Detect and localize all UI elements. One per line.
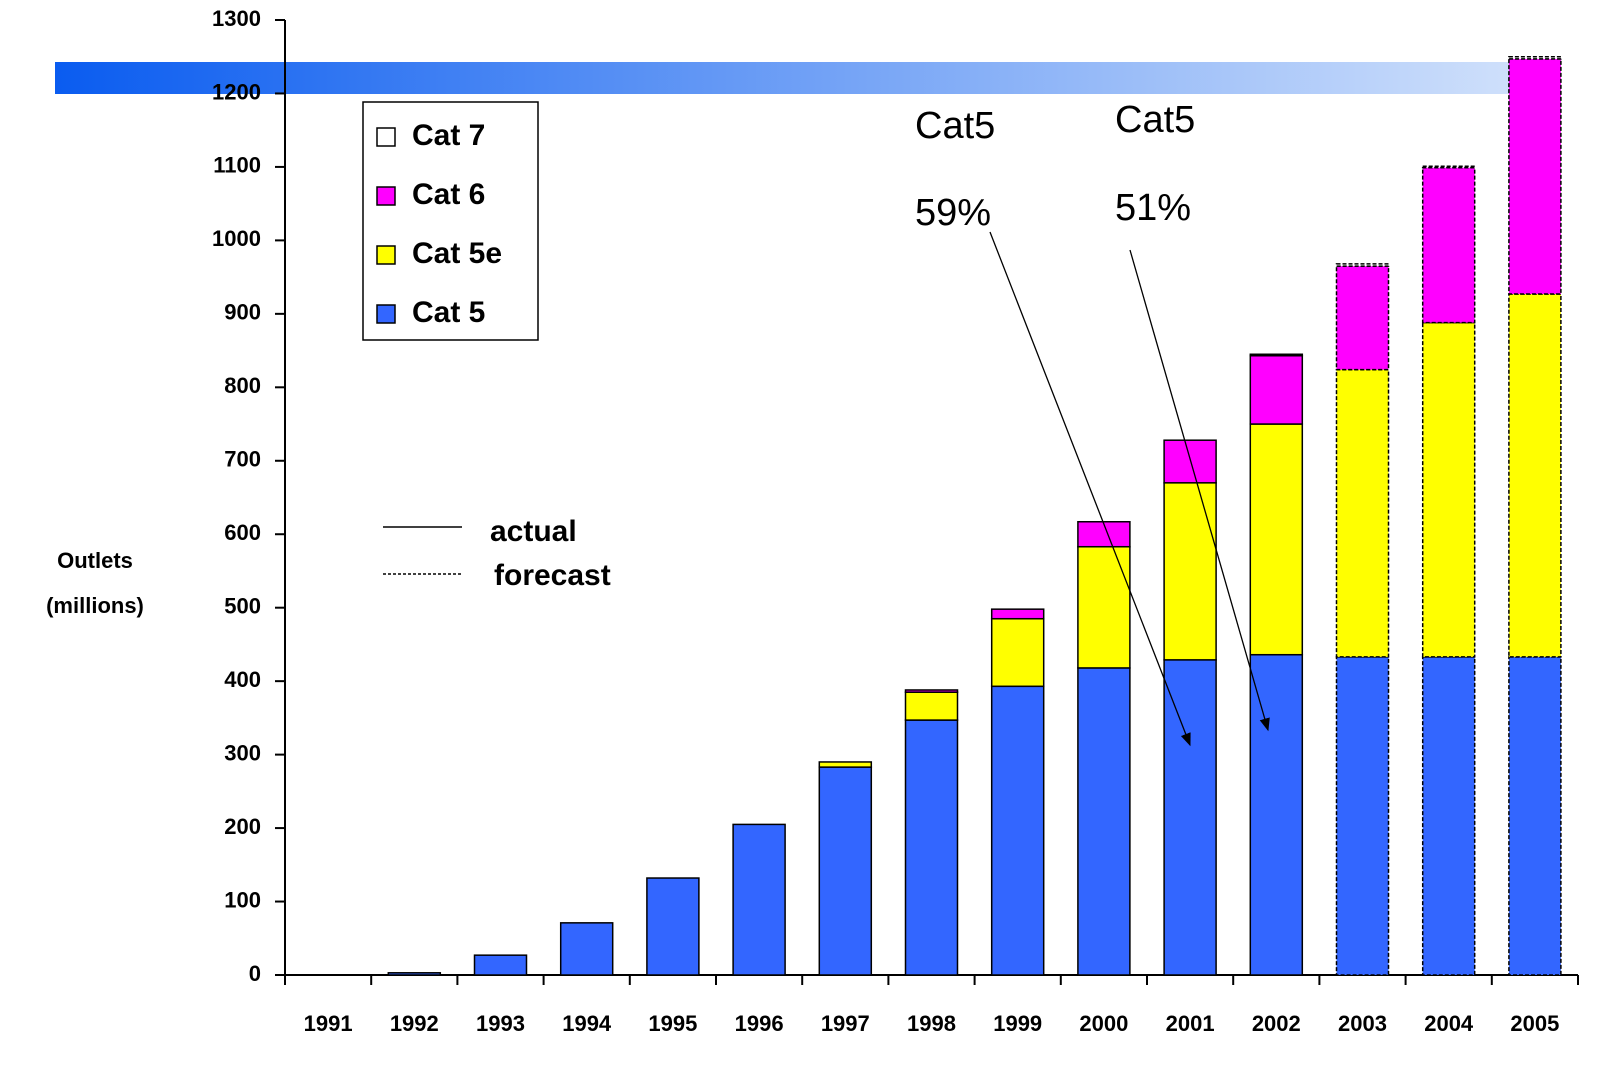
y-tick-label: 1000	[212, 226, 261, 251]
bar-segment	[1163, 482, 1217, 661]
y-tick-label: 800	[224, 373, 261, 398]
annotation-title: Cat5	[1115, 99, 1195, 141]
x-tick-label: 1991	[304, 1011, 353, 1036]
legend-swatch	[376, 304, 396, 324]
legend-label: Cat 7	[412, 119, 485, 152]
bar-segment	[559, 922, 614, 976]
y-tick-label: 500	[224, 594, 261, 619]
bar-segment	[1335, 263, 1390, 267]
x-tick-label: 1994	[562, 1011, 612, 1036]
legend-label: Cat 5	[412, 296, 485, 329]
y-tick-label: 200	[224, 814, 261, 839]
bar-segment	[1249, 423, 1304, 656]
annotation-value: 59%	[915, 192, 991, 234]
legend-swatch	[376, 245, 396, 265]
bar-segment	[1508, 58, 1562, 295]
header-band	[55, 62, 1515, 94]
bar-segment	[990, 608, 1045, 620]
x-tick-label: 2001	[1166, 1011, 1215, 1036]
legend-label: Cat 6	[412, 178, 485, 211]
annotation-title: Cat5	[915, 105, 995, 147]
bar-segment	[1421, 656, 1476, 976]
x-tick-label: 1993	[476, 1011, 525, 1036]
y-tick-label: 1200	[212, 79, 261, 104]
y-tick-label: 0	[249, 961, 261, 986]
bar-segment	[1163, 439, 1217, 484]
y-tick-label: 400	[224, 667, 261, 692]
bar-segment	[1249, 653, 1304, 976]
x-tick-label: 1995	[648, 1011, 697, 1036]
bar-segment	[818, 766, 873, 976]
x-tick-label: 1992	[390, 1011, 439, 1036]
bar-segment	[473, 954, 528, 976]
legend-actual: actual	[490, 515, 577, 548]
x-tick-label: 1996	[735, 1011, 784, 1036]
bar-segment	[1335, 265, 1390, 371]
bar-segment	[732, 823, 786, 976]
y-axis-label: (millions)	[46, 593, 144, 618]
legend-swatch	[376, 186, 396, 206]
y-tick-label: 300	[224, 740, 261, 765]
bar-segment	[1508, 293, 1562, 658]
bar-segment	[1077, 667, 1131, 976]
annotation-value: 51%	[1115, 187, 1191, 229]
bar-segment	[1421, 166, 1476, 324]
annotation-arrow	[989, 231, 1191, 747]
y-tick-label: 1300	[212, 6, 261, 31]
bar-segment	[1508, 55, 1562, 60]
bar-segment	[1249, 353, 1304, 357]
x-tick-label: 2000	[1079, 1011, 1128, 1036]
bar-segment	[1163, 659, 1217, 976]
bar-segment	[904, 691, 959, 721]
x-tick-label: 1997	[821, 1011, 870, 1036]
bar-segment	[1508, 656, 1562, 976]
y-tick-label: 900	[224, 300, 261, 325]
bar-segment	[818, 761, 873, 768]
legend-forecast: forecast	[494, 559, 611, 592]
annotation-arrow	[1129, 249, 1270, 732]
bar-segment	[646, 877, 700, 976]
y-tick-label: 100	[224, 887, 261, 912]
legend-swatch	[376, 127, 396, 147]
bar-segment	[990, 617, 1045, 688]
bar-segment	[904, 689, 959, 693]
x-tick-label: 2005	[1510, 1011, 1559, 1036]
y-axis-label: Outlets	[57, 548, 133, 573]
x-tick-label: 1998	[907, 1011, 956, 1036]
legend-label: Cat 5e	[412, 237, 502, 270]
bar-segment	[1335, 368, 1390, 658]
bar-segment	[1421, 165, 1476, 169]
x-tick-label: 2004	[1424, 1011, 1474, 1036]
x-tick-label: 2002	[1252, 1011, 1301, 1036]
y-tick-label: 1100	[213, 153, 261, 178]
bar-segment	[1249, 354, 1304, 425]
bar-segment	[1335, 656, 1390, 976]
bar-segment	[1421, 321, 1476, 658]
x-tick-label: 1999	[993, 1011, 1042, 1036]
y-tick-label: 700	[224, 447, 261, 472]
x-tick-label: 2003	[1338, 1011, 1387, 1036]
bar-segment	[387, 972, 442, 976]
bar-segment	[990, 685, 1045, 976]
bar-segment	[904, 719, 959, 976]
y-tick-label: 600	[224, 520, 261, 545]
bar-segment	[1077, 545, 1131, 669]
